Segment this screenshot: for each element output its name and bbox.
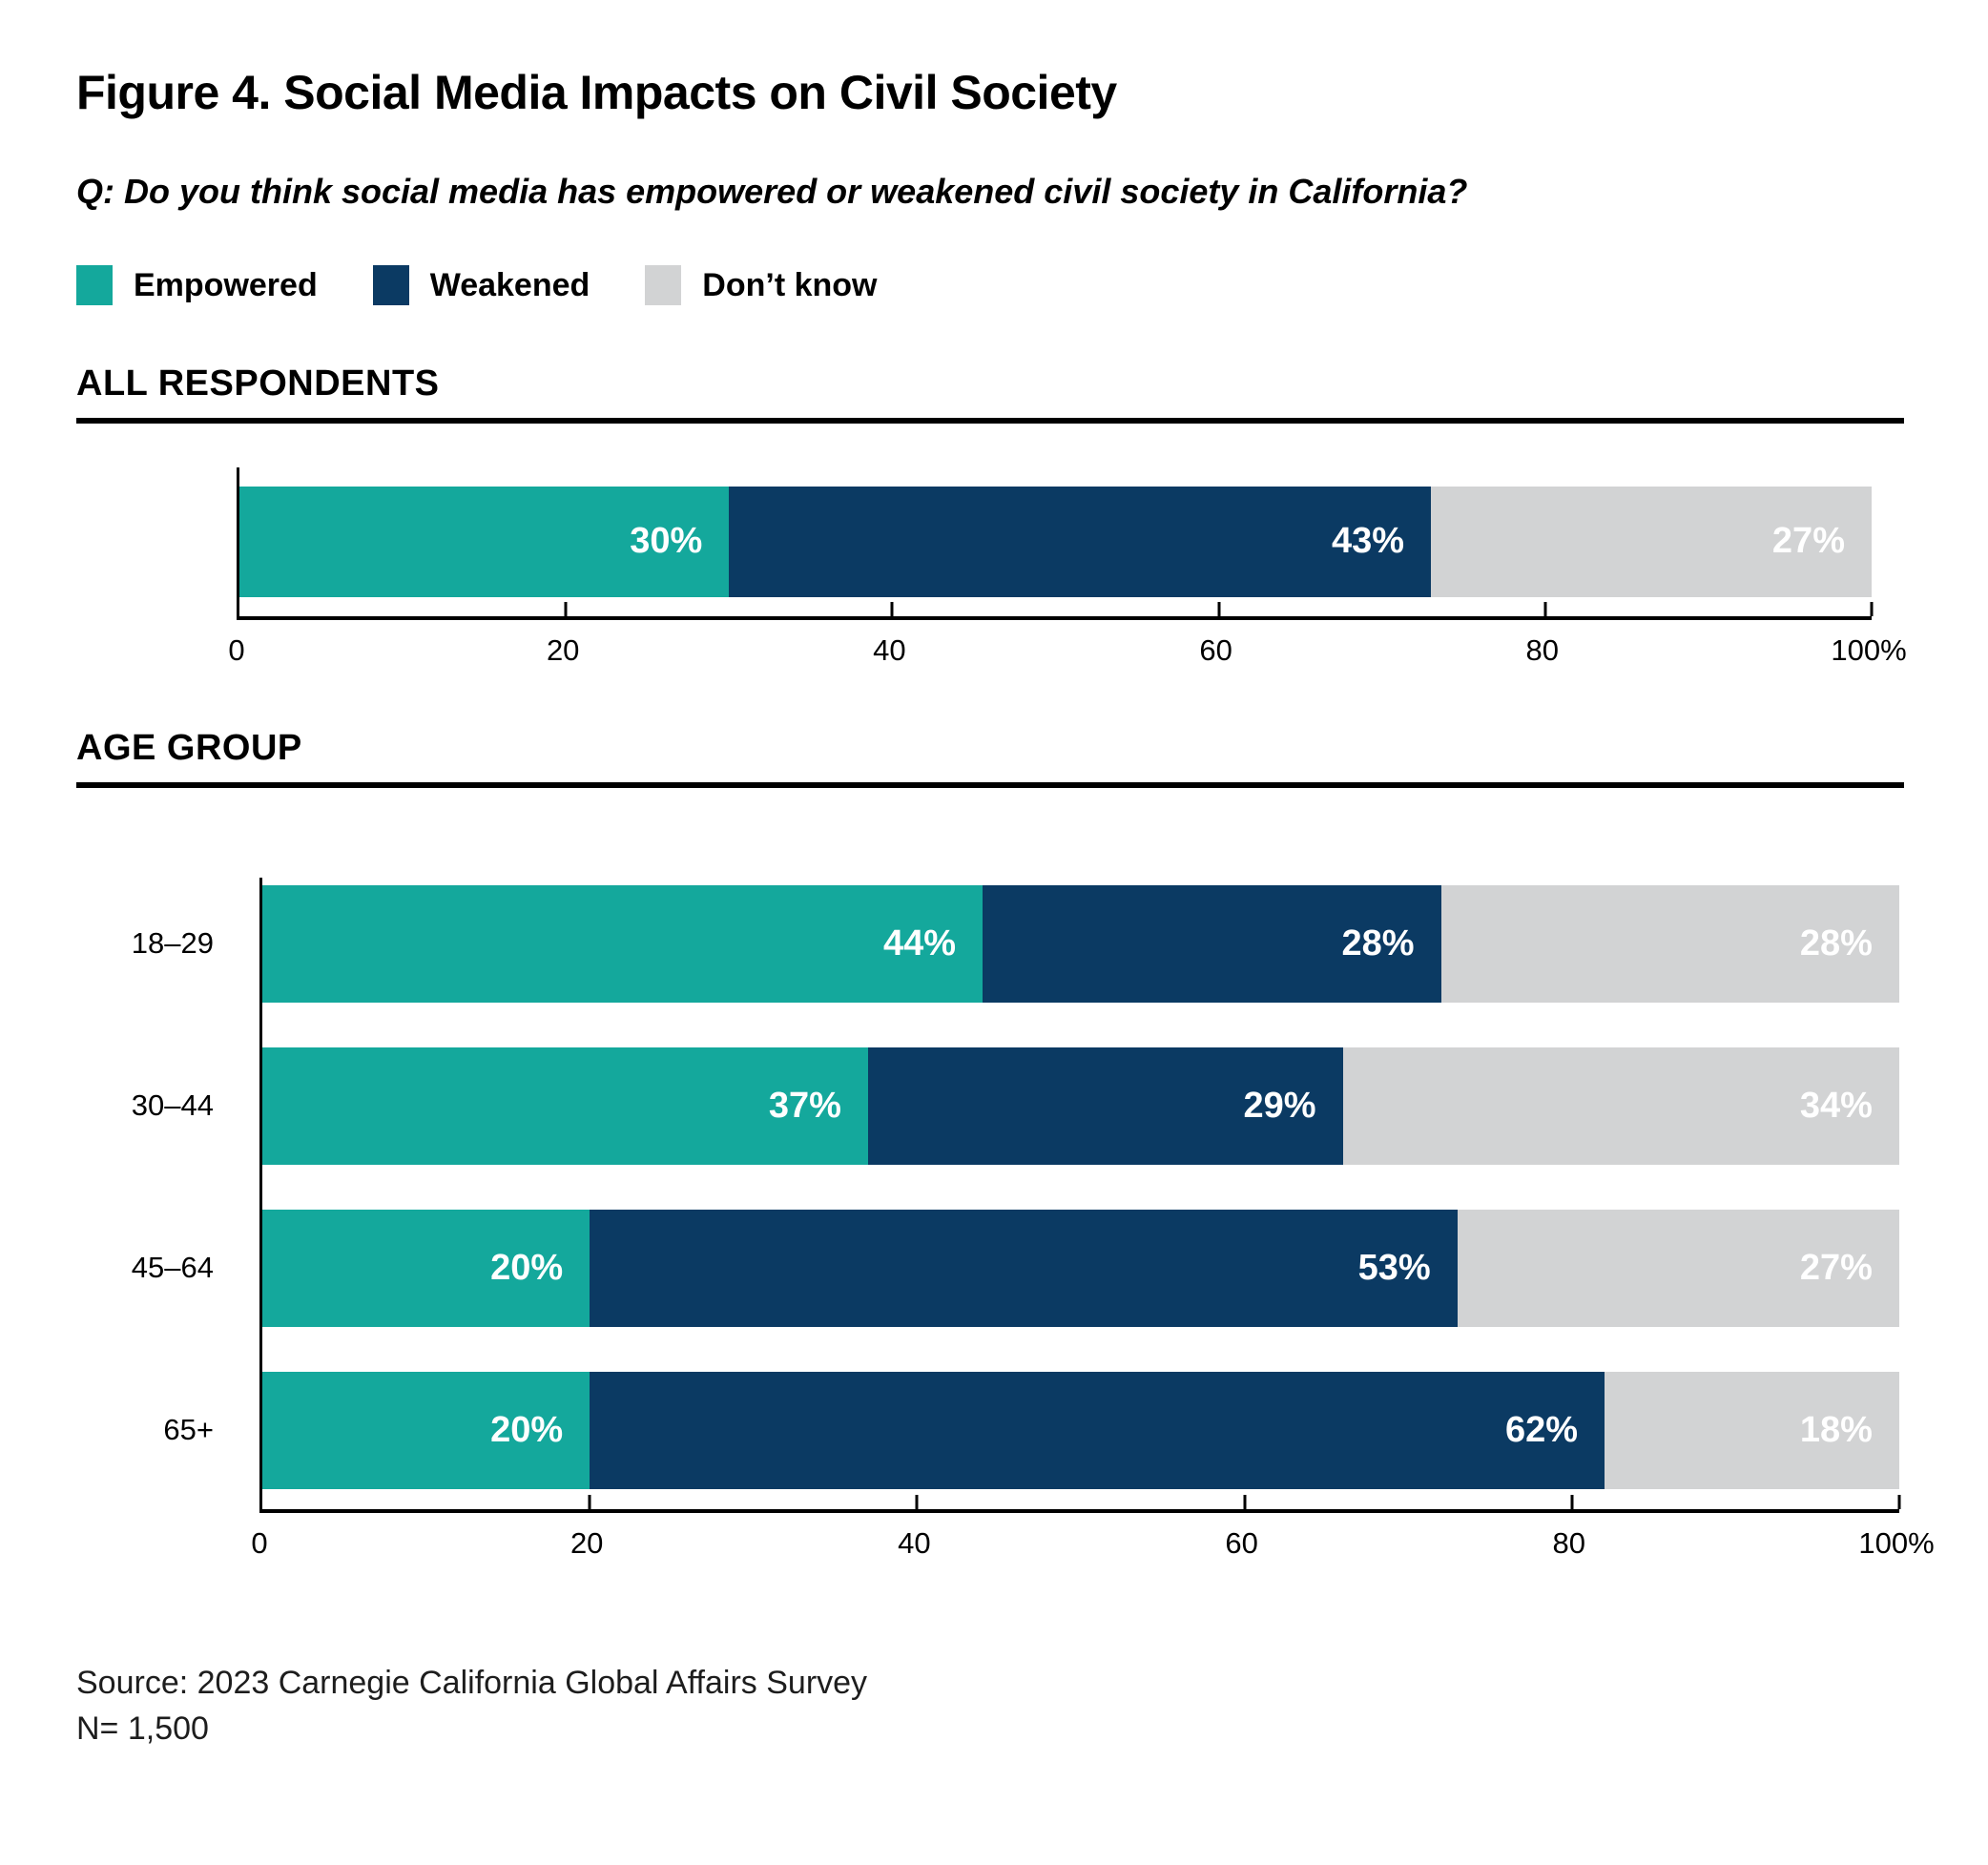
bar-segment-empowered: 20% <box>262 1209 590 1327</box>
bar-segment-don-t-know: 27% <box>1457 1209 1899 1327</box>
legend-label: Empowered <box>134 266 318 303</box>
x-axis-tick-label: 0 <box>251 1525 268 1560</box>
legend-item-weakened: Weakened <box>372 265 590 306</box>
bar-segment-don-t-know: 28% <box>1440 884 1899 1003</box>
x-axis-tick-label: 80 <box>1552 1525 1586 1560</box>
legend-label: Don’t know <box>702 266 878 303</box>
axis-tick <box>1217 601 1221 616</box>
figure-title: Figure 4. Social Media Impacts on Civil … <box>76 66 1117 119</box>
axis-tick <box>1543 601 1547 616</box>
bar-segment-empowered: 20% <box>262 1371 590 1489</box>
bar-row: 18–29 44% 28% 28% <box>132 884 1899 1003</box>
axis-tick <box>1570 1494 1574 1509</box>
legend-swatch-icon <box>372 265 409 306</box>
legend-label: Weakened <box>429 266 590 303</box>
bar-segment-weakened: 28% <box>983 884 1441 1003</box>
bar-segment-weakened: 62% <box>590 1371 1605 1489</box>
bar-segment-weakened: 53% <box>590 1209 1458 1327</box>
x-axis-tick-label: 60 <box>1199 632 1232 667</box>
category-label: 45–64 <box>131 1251 214 1285</box>
legend-item-empowered: Empowered <box>76 265 318 306</box>
x-axis-tick-label: 80 <box>1525 632 1560 667</box>
legend: Empowered Weakened Don’t know <box>76 265 1904 306</box>
axis-tick <box>1870 601 1874 616</box>
x-axis-tick-label: 40 <box>873 632 906 667</box>
bar-row: 30% 43% 27% <box>239 486 1872 597</box>
x-axis-labels: 0 20 40 60 80 100% <box>228 620 1906 670</box>
x-axis-tick-label: 20 <box>546 632 580 667</box>
survey-question: Q: Do you think social media has empower… <box>76 172 1468 211</box>
section-heading-age-group: AGE GROUP <box>76 727 302 768</box>
category-label: 18–29 <box>131 926 214 961</box>
bar-segment-don-t-know: 27% <box>1431 486 1872 597</box>
axis-tick <box>1897 1494 1901 1509</box>
bar-row: 30–44 37% 29% 34% <box>132 1046 1899 1165</box>
bar-segment-weakened: 43% <box>729 486 1432 597</box>
source-text: Source: 2023 Carnegie California Global … <box>76 1664 868 1701</box>
axis-tick <box>588 1494 591 1509</box>
bar-segment-don-t-know: 34% <box>1342 1046 1899 1165</box>
chart-all-respondents: 30% 43% 27% 0 20 40 60 80 100% <box>76 466 1907 670</box>
x-axis-tick-label: 60 <box>1225 1525 1258 1560</box>
x-axis-tick-label: 20 <box>569 1525 604 1560</box>
bar-segment-weakened: 29% <box>867 1046 1343 1165</box>
legend-swatch-icon <box>645 265 682 306</box>
axis-tick <box>1243 1494 1247 1509</box>
sample-size-text: N= 1,500 <box>76 1710 209 1748</box>
section-rule-all-respondents <box>76 417 1904 424</box>
x-axis-tick-label: 100% <box>1858 1525 1935 1560</box>
bar-segment-empowered: 44% <box>262 884 984 1003</box>
x-axis-tick-label: 0 <box>228 632 245 667</box>
bar-row: 65+ 20% 62% 18% <box>163 1371 1899 1489</box>
bar-segment-empowered: 37% <box>262 1046 868 1165</box>
axis-tick <box>890 601 894 616</box>
legend-swatch-icon <box>76 265 113 306</box>
bar-row: 45–64 20% 53% 27% <box>132 1209 1899 1327</box>
chart-age-group: 18–29 44% 28% 28% 30–44 37% 29% 34% 45–64 20% 53% 2… <box>76 877 1935 1563</box>
section-heading-all-respondents: ALL RESPONDENTS <box>76 363 440 404</box>
axis-tick <box>915 1494 919 1509</box>
legend-item-don-t-know: Don’t know <box>645 265 878 306</box>
figure-page: Figure 4. Social Media Impacts on Civil … <box>76 66 1935 1752</box>
category-label: 30–44 <box>131 1088 214 1123</box>
x-axis-tick-label: 40 <box>898 1525 931 1560</box>
x-axis-labels: 0 20 40 60 80 100% <box>251 1513 1934 1563</box>
source-block: Source: 2023 Carnegie California Global … <box>76 1660 1904 1752</box>
section-rule-age-group <box>76 781 1904 788</box>
bar-segment-don-t-know: 18% <box>1605 1371 1899 1489</box>
x-axis-tick-label: 100% <box>1831 632 1907 667</box>
axis-tick <box>564 601 568 616</box>
category-label: 65+ <box>163 1413 214 1447</box>
bar-segment-empowered: 30% <box>239 486 730 597</box>
plot-area: 30% 43% 27% <box>237 466 1874 620</box>
plot-area: 18–29 44% 28% 28% 30–44 37% 29% 34% 45–64 20% 53% 2… <box>132 877 1901 1513</box>
